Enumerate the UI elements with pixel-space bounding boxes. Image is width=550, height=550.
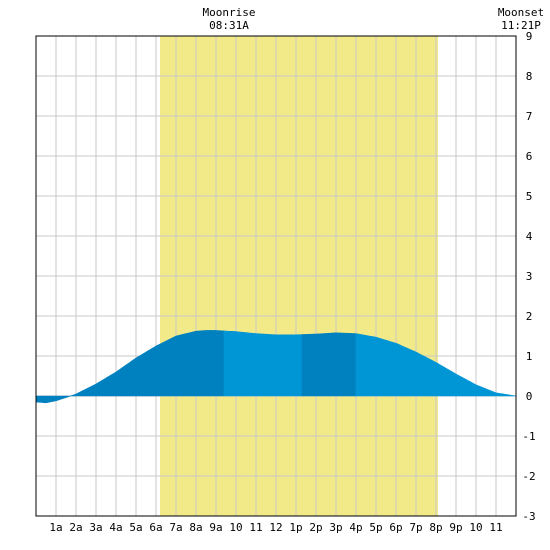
tide-band-4 [355,333,517,397]
tide-band-3 [301,332,357,397]
moonrise-label: Moonrise [203,6,256,19]
y-tick-label: -1 [522,430,535,443]
x-tick-label: 2a [69,521,82,534]
plot-frame [35,35,517,517]
x-tick-label: 8p [429,521,442,534]
tide-area [35,330,517,404]
moonset-time: 11:21P [501,19,541,32]
y-tick-label: 9 [526,30,533,43]
x-tick-label: 7a [169,521,182,534]
x-tick-label: 4p [349,521,362,534]
x-tick-label: 6p [389,521,402,534]
x-tick-label: 8a [189,521,202,534]
y-tick-label: 0 [526,390,533,403]
x-tick-label: 11 [249,521,262,534]
x-axis-ticks: 1a 2a 3a 4a 5a 6a 7a 8a 9a 10 11 12 1p 2p 3p 4p 5p 6p 7p 8p… [49,521,502,534]
x-tick-label: 5a [129,521,142,534]
y-tick-label: 4 [526,230,533,243]
x-tick-label: 1a [49,521,62,534]
y-tick-label: 5 [526,190,533,203]
x-tick-label: 11 [489,521,502,534]
x-tick-label: 2p [309,521,322,534]
y-tick-label: 7 [526,110,533,123]
y-tick-label: 3 [526,270,533,283]
x-tick-label: 7p [409,521,422,534]
x-tick-label: 4a [109,521,122,534]
y-tick-label: 1 [526,350,533,363]
x-tick-label: 1p [289,521,302,534]
grid-lines [36,36,516,516]
y-tick-label: 8 [526,70,533,83]
x-tick-label: 9p [449,521,462,534]
y-axis-ticks: -3 -2 -1 0 1 2 3 4 5 6 7 8 9 [522,30,535,523]
moonset-label: Moonset [498,6,544,19]
x-tick-label: 6a [149,521,162,534]
x-tick-label: 3p [329,521,342,534]
x-tick-label: 12 [269,521,282,534]
x-tick-label: 5p [369,521,382,534]
x-tick-label: 10 [469,521,482,534]
y-tick-label: -3 [522,510,535,523]
x-tick-label: 3a [89,521,102,534]
x-tick-label: 10 [229,521,242,534]
y-tick-label: 6 [526,150,533,163]
y-tick-label: -2 [522,470,535,483]
tide-band-2 [223,330,303,397]
y-tick-label: 2 [526,310,533,323]
tide-band-1 [35,330,225,404]
x-tick-label: 9a [209,521,222,534]
moonrise-time: 08:31A [209,19,249,32]
